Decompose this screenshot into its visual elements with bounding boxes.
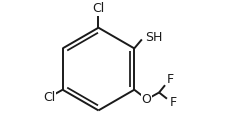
Text: F: F <box>166 73 173 86</box>
Text: Cl: Cl <box>43 91 55 104</box>
Text: Cl: Cl <box>92 2 104 15</box>
Text: SH: SH <box>145 31 162 44</box>
Text: O: O <box>141 93 151 106</box>
Text: F: F <box>169 96 176 109</box>
